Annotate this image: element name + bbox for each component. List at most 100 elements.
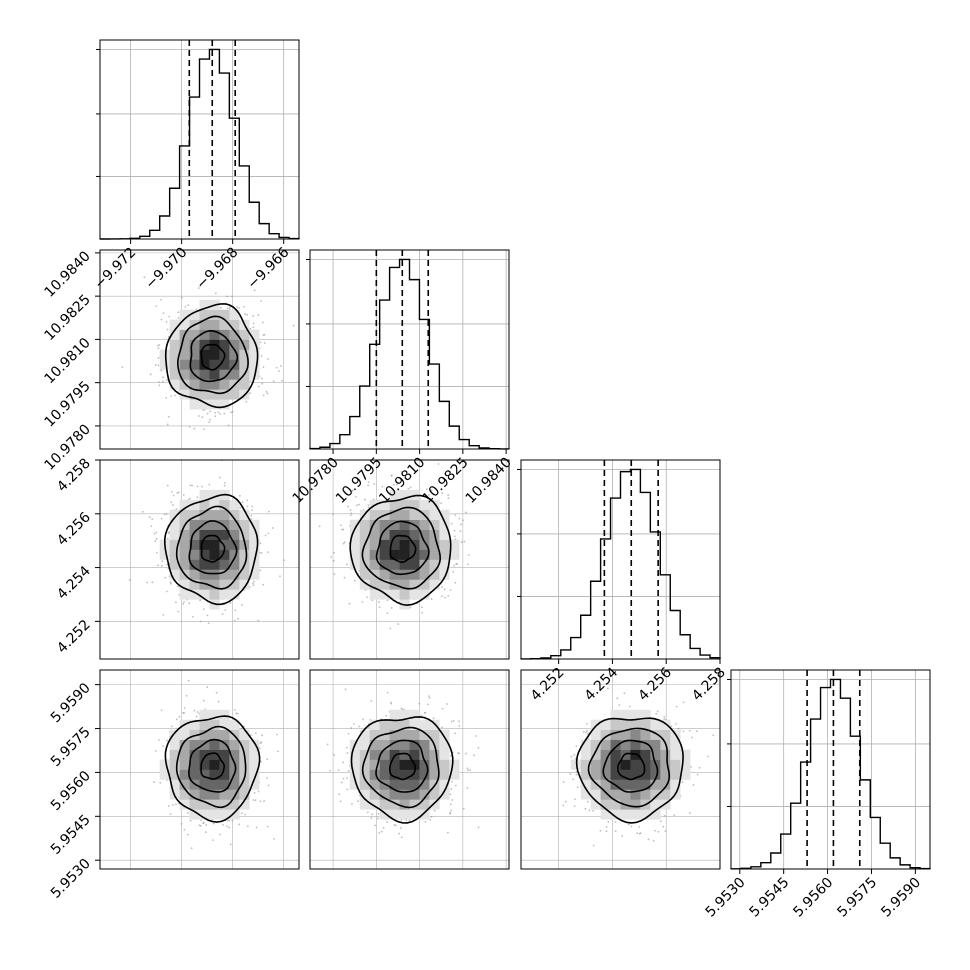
- scatter-point: [211, 819, 214, 821]
- scatter-point: [261, 377, 263, 380]
- scatter-point: [454, 514, 457, 516]
- density-cell: [419, 729, 430, 740]
- scatter-point: [682, 730, 685, 733]
- density-cell: [389, 799, 400, 810]
- density-cell: [610, 709, 621, 721]
- density-cell: [229, 579, 240, 590]
- density-cell: [179, 319, 190, 330]
- scatter-point: [367, 504, 370, 506]
- density-cell: [189, 329, 200, 340]
- density-cell: [219, 559, 230, 570]
- scatter-point: [239, 506, 242, 509]
- scatter-point: [616, 697, 619, 700]
- density-cell: [209, 309, 220, 320]
- density-cell: [389, 589, 400, 600]
- scatter-point: [450, 754, 452, 757]
- density-cell: [209, 709, 220, 721]
- density-cell: [650, 769, 661, 780]
- density-cell: [189, 529, 200, 540]
- density-cell: [159, 759, 170, 770]
- scatter-point: [262, 366, 265, 369]
- scatter-point: [224, 609, 227, 611]
- scatter-point: [155, 551, 158, 554]
- scatter-point: [420, 714, 423, 717]
- scatter-point: [189, 484, 192, 487]
- scatter-point: [253, 792, 256, 794]
- scatter-point: [167, 415, 170, 418]
- density-cell: [389, 709, 400, 721]
- scatter-point: [576, 786, 579, 789]
- scatter-point: [254, 732, 257, 735]
- scatter-point: [175, 601, 177, 604]
- scatter-point: [677, 727, 680, 730]
- density-cell: [169, 739, 180, 750]
- density-cell: [379, 759, 390, 770]
- density-cell: [169, 779, 180, 790]
- scatter-point: [588, 809, 591, 812]
- scatter-point: [630, 825, 633, 828]
- density-cell: [199, 809, 210, 820]
- scatter-point: [226, 825, 228, 828]
- scatter-point: [151, 518, 154, 521]
- scatter-point: [378, 606, 381, 609]
- scatter-point: [343, 576, 346, 579]
- density-cell: [650, 739, 661, 750]
- density-cell: [389, 729, 400, 740]
- scatter-point: [224, 482, 226, 484]
- density-cell: [229, 589, 240, 600]
- density-cell: [640, 759, 651, 770]
- density-cell: [610, 719, 621, 730]
- density-cell: [159, 769, 170, 780]
- scatter-point: [446, 703, 448, 705]
- scatter-point: [440, 502, 442, 505]
- scatter-point: [202, 608, 205, 610]
- density-cell: [219, 369, 230, 380]
- density-cell: [359, 769, 370, 780]
- density-cell: [219, 339, 230, 350]
- density-cell: [199, 339, 210, 350]
- scatter-point: [366, 811, 369, 814]
- density-cell: [169, 759, 180, 770]
- density-cell: [610, 749, 621, 760]
- scatter-point: [690, 736, 693, 739]
- density-cell: [379, 789, 390, 800]
- scatter-point: [353, 579, 356, 582]
- scatter-point: [636, 832, 639, 835]
- density-cell: [169, 769, 180, 780]
- density-cell: [229, 349, 240, 360]
- density-cell: [219, 709, 230, 721]
- density-cell: [249, 339, 260, 350]
- density-cell: [660, 779, 671, 790]
- density-cell: [399, 729, 410, 740]
- scatter-point: [366, 596, 368, 599]
- density-cell: [199, 759, 210, 770]
- density-cell: [409, 509, 420, 520]
- scatter-point: [627, 823, 630, 826]
- scatter-point: [157, 738, 160, 741]
- density-cell: [179, 589, 190, 600]
- density-cell: [369, 759, 380, 770]
- scatter-point: [163, 513, 166, 516]
- density-cell: [620, 709, 631, 721]
- scatter-point: [446, 831, 449, 834]
- scatter-point: [655, 712, 658, 715]
- x-tick-label: 10.9780: [290, 455, 342, 507]
- scatter-point: [421, 611, 424, 614]
- density-cell: [419, 579, 430, 590]
- scatter-point: [156, 344, 159, 347]
- scatter-point: [450, 788, 453, 790]
- scatter-point: [196, 496, 199, 499]
- density-cell: [359, 749, 370, 760]
- scatter-point: [340, 781, 343, 784]
- scatter-point: [477, 746, 480, 749]
- scatter-point: [456, 562, 459, 565]
- density-cell: [590, 739, 601, 750]
- scatter-point: [386, 691, 389, 694]
- scatter-point: [249, 380, 252, 382]
- scatter-point: [373, 483, 376, 485]
- scatter-point: [423, 493, 426, 496]
- density-cell: [239, 339, 250, 350]
- scatter-point: [266, 758, 269, 761]
- scatter-point: [453, 564, 456, 567]
